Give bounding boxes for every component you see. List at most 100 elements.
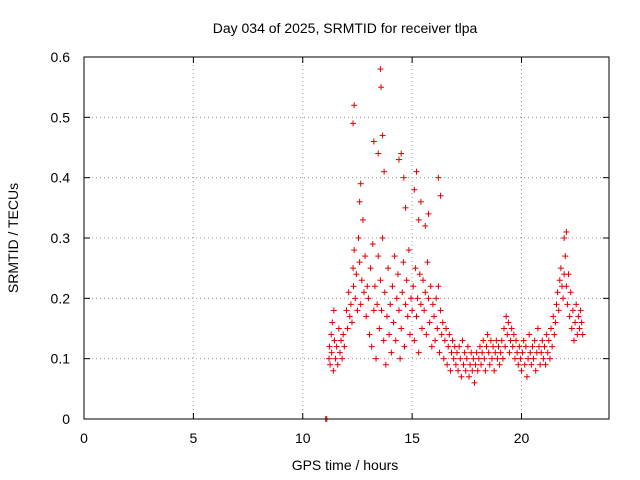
data-point (474, 367, 481, 374)
x-tick-label: 15 (404, 430, 420, 446)
data-point (398, 325, 405, 332)
data-point (353, 271, 360, 278)
data-point (365, 295, 372, 302)
data-point (492, 349, 499, 356)
data-point (463, 355, 470, 362)
data-point (447, 367, 454, 374)
data-point (344, 325, 351, 332)
data-point (357, 180, 364, 187)
data-point (446, 331, 453, 338)
data-point (333, 343, 340, 350)
data-point (375, 253, 382, 260)
data-point (328, 349, 335, 356)
data-point (486, 361, 493, 368)
data-point (540, 355, 547, 362)
data-point (416, 271, 423, 278)
data-point (495, 343, 502, 350)
data-point (366, 331, 373, 338)
data-point (511, 355, 518, 362)
data-point (510, 331, 517, 338)
data-point (351, 247, 358, 254)
data-point (425, 295, 432, 302)
data-point (543, 331, 550, 338)
data-point (421, 307, 428, 314)
data-point (577, 307, 584, 314)
data-point (345, 289, 352, 296)
data-point (464, 343, 471, 350)
data-point (505, 319, 512, 326)
data-point (336, 349, 343, 356)
data-point (363, 313, 370, 320)
data-point (563, 228, 570, 235)
data-point (450, 355, 457, 362)
data-point (435, 174, 442, 181)
x-tick-label: 5 (189, 430, 197, 446)
data-point (359, 216, 366, 223)
y-tick-label: 0.5 (51, 109, 71, 125)
data-point (471, 379, 478, 386)
data-point (515, 361, 522, 368)
data-point (522, 343, 529, 350)
data-point (517, 355, 524, 362)
data-point (405, 247, 412, 254)
data-point (341, 343, 348, 350)
data-point (445, 343, 452, 350)
data-point (328, 331, 335, 338)
data-point (480, 337, 487, 344)
data-point (378, 307, 385, 314)
data-point (396, 156, 402, 163)
data-point (402, 204, 409, 211)
data-point (456, 343, 463, 350)
data-point (420, 277, 427, 284)
data-point (413, 313, 420, 320)
data-point (551, 331, 558, 338)
data-point (425, 210, 432, 217)
data-point (560, 295, 567, 302)
data-point (528, 361, 535, 368)
data-point (502, 343, 509, 350)
data-point (387, 301, 394, 308)
data-point (400, 259, 407, 266)
data-point (434, 325, 441, 332)
data-point (403, 277, 410, 284)
data-point (377, 277, 384, 284)
data-point (350, 265, 357, 272)
data-point (554, 289, 561, 296)
data-point (381, 168, 388, 175)
data-point (375, 150, 382, 157)
data-points (322, 66, 586, 422)
data-point (432, 337, 439, 344)
data-point (461, 349, 468, 356)
data-point (452, 361, 459, 368)
data-point (397, 355, 404, 362)
data-point (569, 307, 576, 314)
data-point (555, 307, 562, 314)
data-point (462, 367, 469, 374)
data-point (571, 337, 577, 344)
data-point (469, 367, 476, 374)
data-point (377, 66, 384, 73)
data-point (414, 295, 421, 302)
data-point (567, 289, 574, 296)
data-point (400, 174, 407, 181)
data-point (393, 295, 400, 302)
data-point (455, 367, 462, 374)
data-point (531, 337, 538, 344)
data-point (408, 295, 415, 302)
data-point (525, 355, 532, 362)
data-point (410, 283, 417, 290)
data-point (415, 216, 422, 223)
data-point (358, 277, 365, 284)
data-point (441, 337, 448, 344)
data-point (514, 349, 521, 356)
data-point (406, 331, 413, 338)
y-tick-label: 0.1 (51, 351, 71, 367)
data-point (332, 355, 339, 362)
data-point (386, 331, 393, 338)
data-point (537, 361, 544, 368)
data-point (575, 313, 582, 320)
data-point (390, 319, 397, 326)
data-point (438, 331, 445, 338)
y-tick-label: 0.2 (51, 290, 71, 306)
